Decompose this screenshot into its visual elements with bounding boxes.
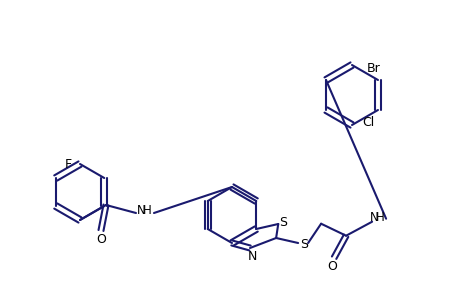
Text: Br: Br bbox=[367, 62, 381, 74]
Text: O: O bbox=[96, 233, 106, 246]
Text: N: N bbox=[370, 211, 378, 224]
Text: S: S bbox=[279, 216, 287, 230]
Text: F: F bbox=[64, 157, 72, 171]
Text: Cl: Cl bbox=[362, 117, 374, 129]
Text: N: N bbox=[247, 251, 257, 263]
Text: H: H bbox=[143, 204, 151, 218]
Text: O: O bbox=[327, 260, 337, 273]
Text: S: S bbox=[300, 237, 308, 251]
Text: N: N bbox=[137, 204, 145, 218]
Text: H: H bbox=[376, 211, 384, 224]
